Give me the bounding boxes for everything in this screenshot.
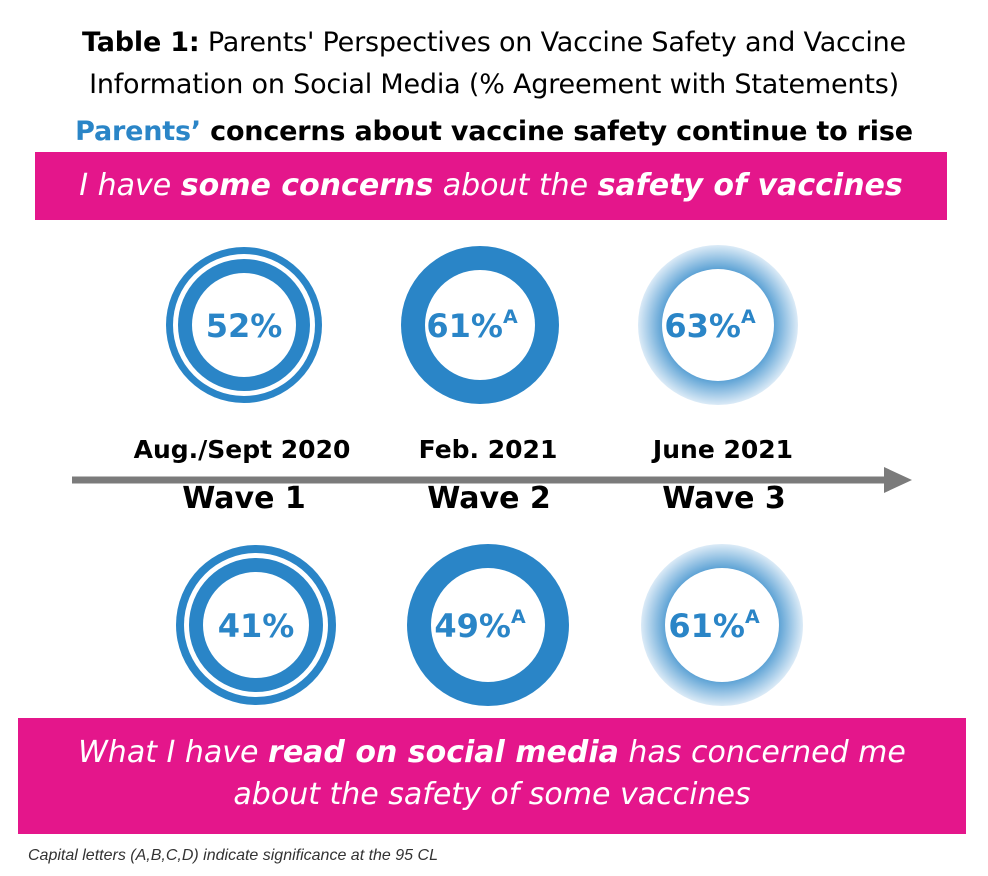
circle-w2-social-media	[407, 544, 569, 706]
banner-bottom-text-1: What I have	[78, 735, 269, 770]
wave-date-1: Aug./Sept 2020	[133, 435, 351, 464]
banner-top-text-1: I have	[79, 168, 181, 203]
circle-w3-safety-concern	[638, 245, 798, 405]
wave-label-2: Wave 2	[427, 481, 551, 516]
wave-label-1: Wave 1	[182, 481, 306, 516]
page-title: Table 1: Parents' Perspectives on Vaccin…	[0, 22, 988, 106]
banner-top-text-2: about the	[433, 168, 598, 203]
sig-marker-w3-safety: A	[741, 306, 756, 328]
circle-w3-social-media	[641, 544, 803, 706]
banner-bottom-emphasis: read on social media	[268, 735, 619, 770]
circle-w1-safety-concern	[166, 247, 322, 403]
value-label-w2-safety: 61%A	[426, 306, 518, 345]
sig-marker-w2-social: A	[511, 606, 526, 628]
value-label-w2-social: 49%A	[434, 606, 526, 645]
statement-banner-social-media: What I have read on social media has con…	[18, 718, 966, 834]
value-label-w1-social: 41%	[218, 607, 295, 645]
title-lead: Table 1:	[82, 27, 200, 58]
sig-marker-w2-safety: A	[503, 306, 518, 328]
subtitle-rest: concerns about vaccine safety continue t…	[200, 116, 913, 147]
title-line1: Parents' Perspectives on Vaccine Safety …	[199, 27, 906, 58]
wave-label-3: Wave 3	[662, 481, 786, 516]
sig-marker-w3-social: A	[745, 606, 760, 628]
banner-bottom-line2: about the safety of some vaccines	[233, 777, 751, 812]
value-label-w3-social: 61%A	[668, 606, 760, 645]
wave-date-3: June 2021	[652, 435, 794, 464]
subtitle-highlight: Parents’	[75, 116, 201, 147]
statement-banner-safety-concerns: I have some concerns about the safety of…	[35, 152, 947, 220]
value-label-w3-safety: 63%A	[664, 306, 756, 345]
value-label-w1-safety: 52%	[206, 307, 283, 345]
timeline-arrow-head	[884, 467, 912, 493]
circle-w1-social-media	[176, 545, 336, 705]
footnote: Capital letters (A,B,C,D) indicate signi…	[28, 847, 438, 864]
banner-top-emphasis-1: some concerns	[180, 168, 434, 203]
banner-bottom-text-2: has concerned me	[618, 735, 906, 770]
circle-w2-safety-concern	[401, 246, 559, 404]
wave-date-2: Feb. 2021	[418, 435, 558, 464]
subtitle: Parents’ concerns about vaccine safety c…	[0, 112, 988, 152]
banner-top-emphasis-2: safety of vaccines	[597, 168, 903, 203]
title-line2: Information on Social Media (% Agreement…	[89, 69, 899, 100]
